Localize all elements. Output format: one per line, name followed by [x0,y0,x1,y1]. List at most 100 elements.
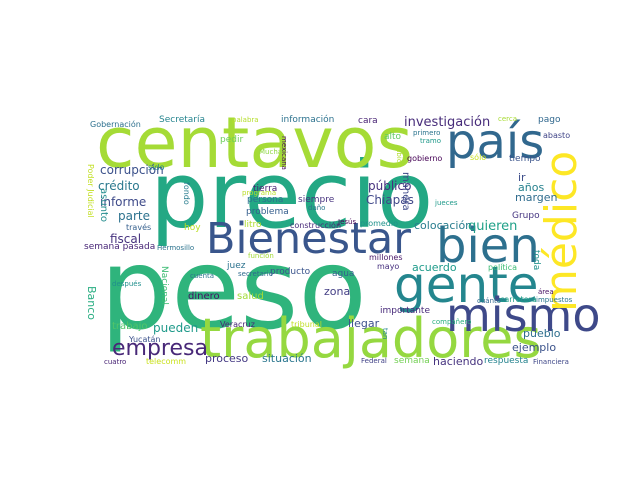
word-peso: peso [100,225,367,355]
word-politica: política [488,263,518,272]
word-muchas: Muchas [259,148,286,156]
word-sido: sido [148,163,165,172]
word-jueces: jueces [435,199,458,207]
word-juez: juez [227,261,246,271]
word-secretaria: Secretaría [159,115,205,125]
word-gobernacion: Gobernación [90,120,141,129]
word-federal: Federal [361,357,387,365]
word-haciendo: haciendo [433,355,484,368]
word-promedio: promedio [360,219,398,228]
word-litro: litro [244,220,262,230]
word-situacion: situación [262,352,312,365]
word-cerca: cerca [498,115,518,123]
word-grupo: Grupo [512,211,540,221]
word-bien: bien [436,218,540,274]
word-chiapas: Chiapas [366,193,414,207]
word-tierra: tierra [253,184,278,194]
word-yucatan: Yucatán [129,335,161,344]
word-cuatro: cuatro [104,358,127,366]
word-fondo: fondo [182,182,191,205]
word-solo: sólo [470,153,487,162]
word-asunto: asunto [98,188,109,223]
word-mexicana: mexicana [280,136,288,170]
word-tan: tan [381,328,389,340]
word-informe: informe [100,195,147,209]
word-jesus: Jesús [338,218,357,226]
word-dinero: dinero [188,291,220,302]
word-anos: años [518,181,545,194]
word-gobierno: gobierno [407,154,443,163]
word-semana-pasada: semana pasada [84,242,156,252]
word-fiscal: fiscal [110,232,142,246]
word-centavos: centavos [96,102,413,184]
word-toda: toda [531,250,541,271]
word-mismo: mismo [446,288,601,342]
word-respuesta: respuesta [484,356,529,366]
word-tribunal: tribunal [291,320,322,329]
word-cuenta: cuenta [190,272,215,280]
word-funcion: función [248,252,274,260]
word-area: área [538,288,554,296]
word-acuerdo: acuerdo [412,261,457,274]
word-salud: salud [237,291,264,302]
word-ir: ir [518,171,526,184]
word-persona: persona [247,195,284,205]
word-zona: zona [324,285,351,298]
word-hermosillo: Hermosillo [157,244,195,252]
word-trabajadores: trabajadores [200,307,542,370]
word-margen: margen [515,191,558,204]
word-pais: país [446,114,545,170]
word-credito: crédito [98,179,140,193]
word-proceso: proceso [205,352,249,365]
word-tramo: tramo [420,137,442,145]
word-primero: primero [413,129,441,137]
word-tiempo: tiempo [509,154,541,164]
word-traves: través [126,223,152,232]
word-secretario: secretario [238,270,273,278]
word-llegar: llegar [348,317,380,330]
word-investigacion: investigación [404,115,491,130]
word-bienestar: Bienestar [206,214,411,264]
word-veracruz: Veracruz [220,320,255,329]
word-carretera: carretera [500,295,537,304]
word-colocacion: colocación [414,219,473,232]
word-gente: gente [394,256,539,314]
word-siempre: siempre [298,195,335,205]
word-nacional: Nacional [159,266,169,305]
word-telecomm: telecomm [146,357,187,366]
word-quieren: quieren [468,219,518,234]
word-manera: manera [400,172,411,211]
word-dano: daño [308,204,326,212]
word-importante: importante [380,306,431,316]
word-corrupcion: corrupción [100,163,164,177]
word-poder-judicial: Poder Judicial [86,164,95,218]
word-pueblo: pueblo [523,327,561,340]
word-ejemplo: ejemplo [512,341,557,354]
word-pedir: pedir [220,135,244,145]
word-cuanto: cuánto [477,297,502,305]
word-trabajo: trabajo [112,321,148,332]
word-despues: después [112,280,142,288]
word-alto: alto [384,132,402,142]
word-mayo: mayo [377,262,400,271]
word-publico: público [368,179,412,193]
word-cara: cara [358,116,378,126]
word-producto: producto [270,267,311,277]
word-banco: Banco [85,286,98,321]
word-pago: pago [538,115,561,125]
word-agua: agua [332,269,355,279]
word-ubico: ubicó [395,148,403,167]
word-problema: problema [246,207,289,217]
word-precio: precio [150,142,434,249]
word-parte: parte [118,209,150,223]
word-financiera: Financiera [533,358,569,366]
word-construccion: construcción [290,221,342,230]
word-hoy: hoy [184,223,201,233]
word-informacion: información [281,115,335,125]
word-impuestos: impuestos [536,296,573,304]
word-semana: semana [394,356,430,366]
word-abasto: abasto [543,131,571,140]
word-millones: millones [369,253,403,262]
word-programa: programa [242,189,277,197]
word-palabra: palabra [232,116,259,124]
